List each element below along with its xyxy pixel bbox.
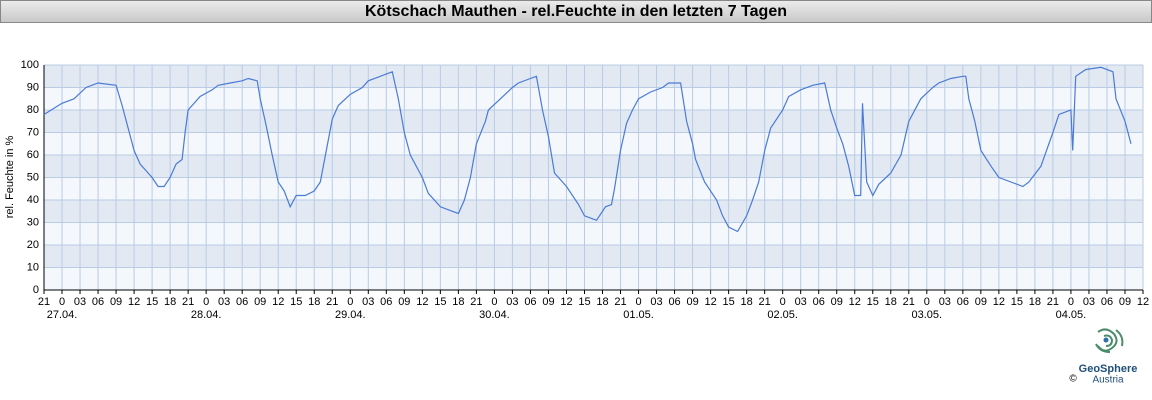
x-tick-label: 06 <box>92 296 104 308</box>
x-tick-label: 06 <box>813 296 825 308</box>
x-tick-label: 15 <box>290 296 302 308</box>
x-tick-label: 06 <box>668 296 680 308</box>
x-tick-label: 03 <box>795 296 807 308</box>
x-tick-label: 15 <box>146 296 158 308</box>
x-tick-label: 21 <box>38 296 50 308</box>
x-tick-label: 18 <box>596 296 608 308</box>
grid-band <box>44 155 1143 178</box>
grid-band <box>44 245 1143 268</box>
grid-band <box>44 110 1143 133</box>
x-tick-label: 09 <box>542 296 554 308</box>
x-tick-label: 12 <box>704 296 716 308</box>
x-tick-label: 0 <box>924 296 930 308</box>
x-tick-label: 09 <box>1119 296 1131 308</box>
x-tick-label: 09 <box>254 296 266 308</box>
logo-subtext: Austria <box>1092 375 1124 386</box>
x-tick-label: 03 <box>362 296 374 308</box>
x-tick-label: 06 <box>957 296 969 308</box>
x-tick-label: 0 <box>780 296 786 308</box>
x-tick-label: 18 <box>164 296 176 308</box>
x-tick-label: 0 <box>635 296 641 308</box>
x-tick-label: 15 <box>578 296 590 308</box>
x-tick-label: 12 <box>272 296 284 308</box>
x-tick-label: 21 <box>1047 296 1059 308</box>
x-tick-label: 21 <box>182 296 194 308</box>
x-tick-label: 0 <box>491 296 497 308</box>
logo <box>1095 328 1124 353</box>
x-tick-label: 15 <box>867 296 879 308</box>
x-tick-label: 06 <box>380 296 392 308</box>
x-tick-label: 0 <box>347 296 353 308</box>
x-tick-label: 21 <box>903 296 915 308</box>
x-tick-label: 09 <box>831 296 843 308</box>
logo-dot <box>1103 337 1109 343</box>
x-tick-label: 18 <box>885 296 897 308</box>
x-tick-label: 21 <box>614 296 626 308</box>
date-label: 01.05. <box>623 309 654 321</box>
x-tick-label: 12 <box>993 296 1005 308</box>
x-tick-label: 15 <box>722 296 734 308</box>
data-line <box>43 66 1132 233</box>
logo-text: GeoSphere <box>1079 363 1138 375</box>
y-tick-label: 80 <box>27 104 39 116</box>
x-tick-label: 15 <box>1011 296 1023 308</box>
x-tick-label: 18 <box>741 296 753 308</box>
x-tick-label: 03 <box>506 296 518 308</box>
x-tick-label: 21 <box>470 296 482 308</box>
date-label: 03.05. <box>912 309 943 321</box>
x-tick-label: 12 <box>849 296 861 308</box>
date-label: 27.04. <box>47 309 78 321</box>
x-tick-label: 06 <box>1101 296 1113 308</box>
chart-title: Kötschach Mauthen - rel.Feuchte in den l… <box>365 3 787 20</box>
y-tick-label: 50 <box>27 171 39 183</box>
y-tick-label: 0 <box>33 284 39 296</box>
x-tick-label: 0 <box>1068 296 1074 308</box>
x-tick-label: 09 <box>975 296 987 308</box>
y-tick-label: 30 <box>27 216 39 228</box>
x-tick-label: 03 <box>939 296 951 308</box>
grid-band <box>44 65 1143 88</box>
x-tick-label: 18 <box>452 296 464 308</box>
x-tick-label: 12 <box>128 296 140 308</box>
x-tick-label: 0 <box>203 296 209 308</box>
y-tick-label: 70 <box>27 126 39 138</box>
y-tick-label: 60 <box>27 149 39 161</box>
x-tick-label: 0 <box>59 296 65 308</box>
x-tick-label: 03 <box>650 296 662 308</box>
date-label: 04.05. <box>1056 309 1087 321</box>
date-label: 02.05. <box>767 309 798 321</box>
grid-band <box>44 200 1143 223</box>
copyright: © <box>1069 374 1077 385</box>
x-tick-label: 09 <box>110 296 122 308</box>
date-label: 28.04. <box>191 309 222 321</box>
x-tick-label: 09 <box>686 296 698 308</box>
x-tick-label: 03 <box>74 296 86 308</box>
y-tick-label: 10 <box>27 261 39 273</box>
y-tick-label: 40 <box>27 194 39 206</box>
date-label: 29.04. <box>335 309 366 321</box>
x-tick-label: 03 <box>218 296 230 308</box>
x-tick-label: 06 <box>236 296 248 308</box>
y-axis-label: rel. Feuchte in % <box>4 136 16 219</box>
x-tick-label: 21 <box>759 296 771 308</box>
x-tick-label: 12 <box>1137 296 1149 308</box>
y-tick-label: 20 <box>27 239 39 251</box>
x-tick-label: 12 <box>560 296 572 308</box>
x-tick-label: 06 <box>524 296 536 308</box>
logo-icon <box>1095 328 1124 353</box>
x-tick-label: 09 <box>398 296 410 308</box>
date-label: 30.04. <box>479 309 510 321</box>
x-tick-label: 12 <box>416 296 428 308</box>
x-tick-label: 18 <box>1029 296 1041 308</box>
x-tick-label: 18 <box>308 296 320 308</box>
x-tick-label: 15 <box>434 296 446 308</box>
x-tick-label: 03 <box>1083 296 1095 308</box>
y-tick-label: 90 <box>27 81 39 93</box>
x-tick-label: 21 <box>326 296 338 308</box>
y-tick-label: 100 <box>21 59 39 71</box>
